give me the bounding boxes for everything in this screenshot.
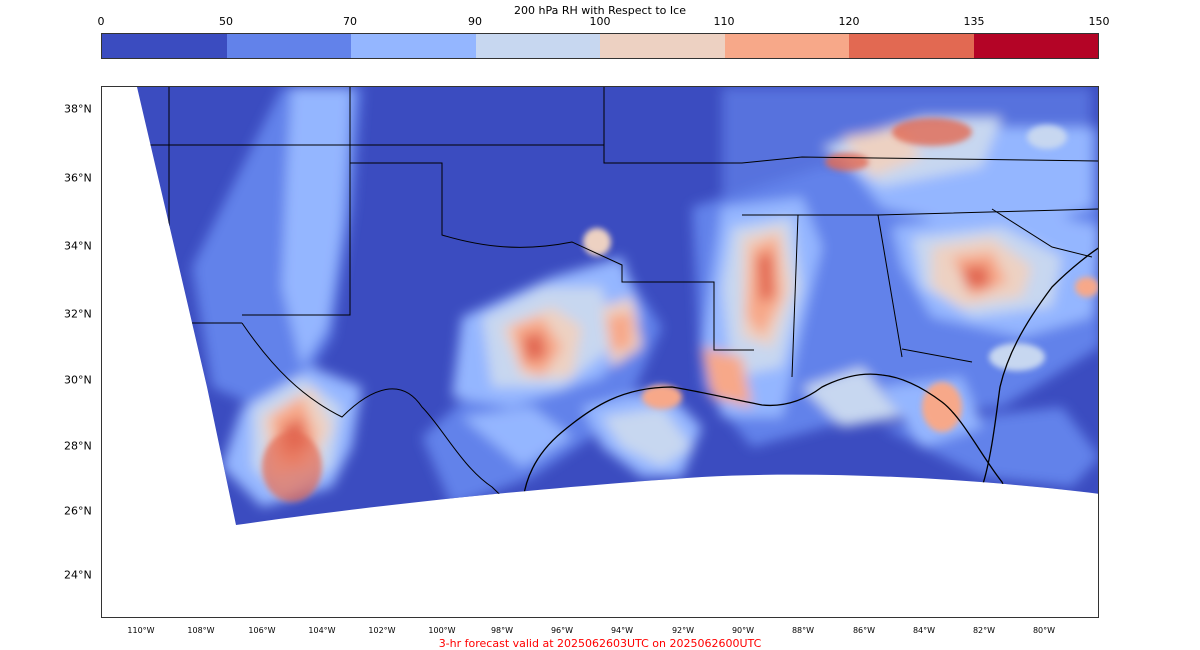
colorbar-segment: [475, 34, 600, 58]
colorbar-segment: [724, 34, 849, 58]
lon-label: 110°W: [127, 626, 155, 635]
colorbar-tick: 70: [343, 15, 357, 28]
colorbar-tick: 0: [97, 15, 105, 28]
lon-label: 96°W: [550, 626, 574, 635]
lat-label: 26°N: [64, 504, 92, 518]
lon-label: 88°W: [791, 626, 815, 635]
colorbar-tick: 150: [1088, 15, 1110, 28]
colorbar: [101, 33, 1099, 59]
rh-field-detail: [262, 118, 1098, 502]
colorbar-tick: 135: [963, 15, 985, 28]
colorbar-segment: [600, 34, 725, 58]
lon-label: 84°W: [912, 626, 936, 635]
lon-label: 100°W: [428, 626, 456, 635]
lon-label: 86°W: [852, 626, 876, 635]
lon-label: 92°W: [671, 626, 695, 635]
state-borders: [137, 87, 1098, 516]
colorbar-tick: 120: [838, 15, 860, 28]
colorbar-tick: 100: [589, 15, 611, 28]
lon-label: 104°W: [308, 626, 336, 635]
colorbar-segment: [849, 34, 974, 58]
forecast-valid-time: 3-hr forecast valid at 2025062603UTC on …: [438, 637, 762, 650]
lat-label: 28°N: [64, 439, 92, 453]
lat-label: 38°N: [64, 102, 92, 116]
lon-label: 94°W: [610, 626, 634, 635]
colorbar-title: 200 hPa RH with Respect to Ice: [514, 4, 686, 17]
lon-label: 90°W: [731, 626, 755, 635]
lon-label: 82°W: [972, 626, 996, 635]
colorbar-tick: 90: [468, 15, 482, 28]
colorbar-tick: 50: [219, 15, 233, 28]
lon-label: 106°W: [248, 626, 276, 635]
colorbar-segment: [102, 34, 227, 58]
lon-label: 80°W: [1032, 626, 1056, 635]
colorbar-segment: [351, 34, 476, 58]
colorbar-tick: 110: [713, 15, 735, 28]
lat-label: 36°N: [64, 171, 92, 185]
colorbar-segment: [973, 34, 1098, 58]
lon-label: 102°W: [368, 626, 396, 635]
map-panel: [101, 86, 1099, 618]
colorbar-segment: [226, 34, 351, 58]
lat-label: 32°N: [64, 307, 92, 321]
lon-label: 108°W: [187, 626, 215, 635]
lon-label: 98°W: [490, 626, 514, 635]
lat-label: 24°N: [64, 568, 92, 582]
rh-field-map: [137, 87, 1098, 525]
lat-label: 30°N: [64, 373, 92, 387]
lat-label: 34°N: [64, 239, 92, 253]
